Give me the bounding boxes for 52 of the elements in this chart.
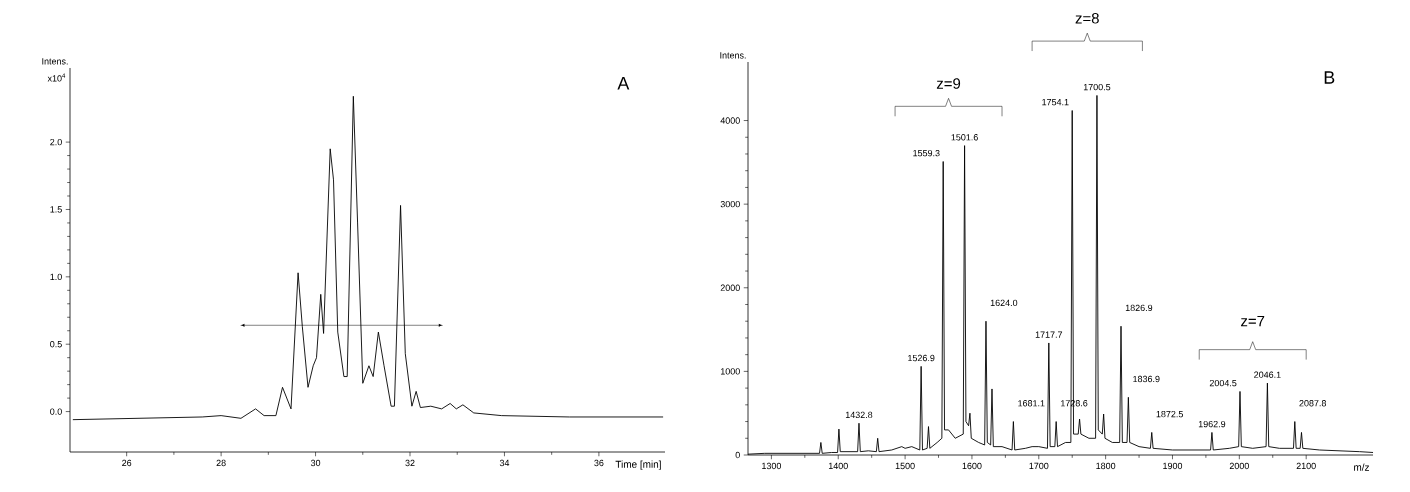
line-series [72, 95, 664, 421]
y-axis-title: Intens. [42, 58, 68, 65]
y-tick-label: 0 [735, 451, 740, 459]
x-tick-label: 1500 [895, 462, 915, 470]
y-tick-label: 2.0 [50, 138, 62, 146]
text: z=8 [1075, 13, 1099, 24]
annotation: 1700.5 [1083, 83, 1111, 91]
x-tick-label: 34 [499, 459, 510, 467]
y-tick-label: 2000 [720, 284, 740, 291]
x-tick-label: 36 [594, 459, 604, 467]
y-tick-label: 1.0 [50, 273, 62, 281]
annotation: z=7 [1241, 315, 1265, 327]
x-tick-label: 1800 [1096, 462, 1116, 470]
y-tick-label: 0.5 [50, 341, 62, 348]
y-tick-label: 1.5 [50, 206, 62, 213]
x-axis-title: m/z [1354, 463, 1369, 471]
annotation: 1826.9 [1125, 304, 1153, 312]
x-tick-label: 1700 [1029, 462, 1049, 470]
x-tick-label: 1300 [762, 462, 782, 470]
x-tick-label: 1400 [828, 462, 848, 470]
annotation: 2046.1 [1254, 371, 1281, 378]
x-tick-label: 2100 [1296, 462, 1316, 470]
annotation: 1526.9 [908, 354, 935, 362]
x-tick-label: 2000 [1229, 462, 1249, 470]
annotation: 1717.7 [1035, 331, 1063, 338]
text: x10$^{4}$ [47, 73, 66, 82]
annotation: 1872.5 [1156, 410, 1183, 418]
x-tick-label: 32 [405, 459, 415, 467]
y-tick-label: 4000 [720, 117, 740, 124]
x-tick-label: 1900 [1163, 462, 1183, 470]
annotation: 1624.0 [990, 299, 1018, 307]
x-axis-title: Time [min] [615, 460, 661, 470]
y-tick-label: 1000 [720, 368, 740, 375]
x-tick-label: 26 [122, 459, 132, 467]
annotation: z=9 [936, 78, 961, 89]
x-tick-label: 30 [310, 459, 321, 467]
x-tick-label: 1600 [962, 462, 982, 470]
annotation: 1836.9 [1133, 375, 1160, 383]
annotation: 2004.5 [1209, 379, 1237, 387]
annotation: 1501.6 [951, 134, 978, 141]
chart-title: A [617, 77, 630, 90]
annotation: 1681.1 [1018, 400, 1045, 407]
annotation: 1962.9 [1198, 420, 1226, 428]
annotation: 2087.8 [1299, 400, 1327, 407]
y-tick-label: 0.0 [50, 408, 62, 415]
x-tick-label: 28 [216, 459, 226, 467]
annotation: 1754.1 [1042, 99, 1069, 106]
annotation: 1559.3 [913, 149, 940, 157]
annotation: 1432.8 [845, 411, 873, 419]
chart-title: B [1324, 71, 1335, 84]
y-axis-title: Intens. [720, 52, 746, 59]
y-tick-label: 3000 [720, 200, 740, 208]
